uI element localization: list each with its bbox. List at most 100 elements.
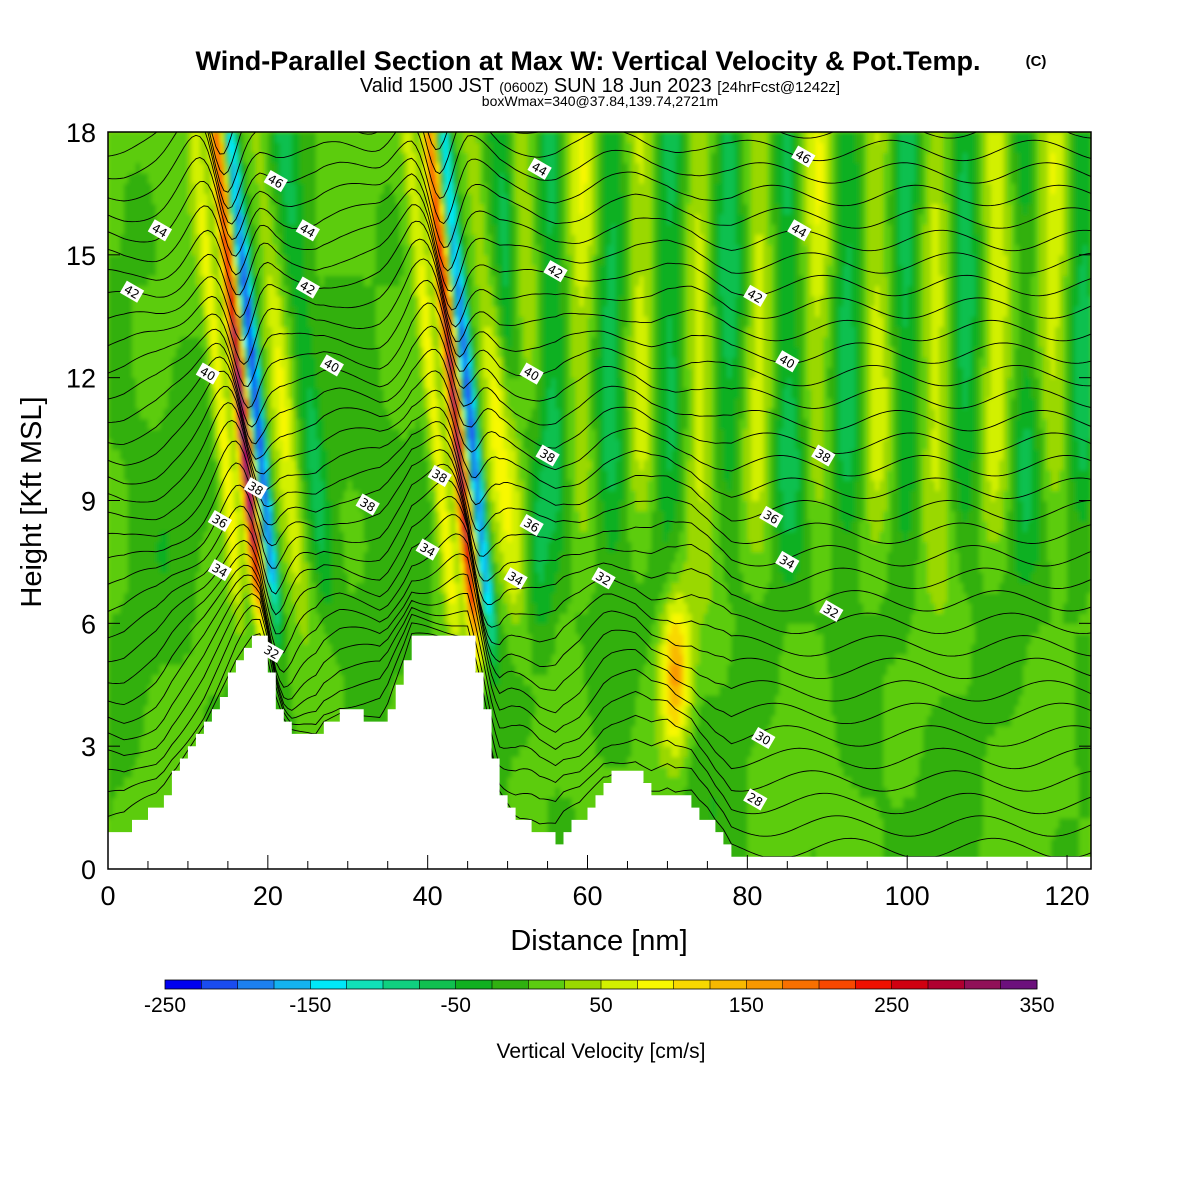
colorbar-swatch [564,980,602,989]
theta-label: 38 [811,444,836,467]
colorbar-swatch [237,980,275,989]
theta-label-text: 40 [521,364,541,384]
theta-label-text: 34 [210,561,230,581]
x-tick-label: 0 [100,881,115,911]
chart-title: Wind-Parallel Section at Max W: Vertical… [196,46,981,76]
x-axis-label: Distance [nm] [510,925,687,957]
colorbar-tick-label: -250 [144,994,186,1017]
theta-label: 44 [527,157,552,180]
y-axis: 0 36 9 12 15 18 [66,118,1091,885]
theta-label: 34 [503,567,528,590]
theta-label: 40 [519,362,544,385]
theta-label: 36 [207,509,233,533]
y-tick-label: 0 [81,855,96,885]
theta-label: 34 [415,538,440,561]
theta-label-text: 44 [789,221,809,241]
colorbar-tick-label: 250 [874,994,909,1017]
theta-label-text: 42 [745,286,765,306]
theta-label: 42 [743,284,768,307]
theta-label-text: 32 [821,602,841,622]
copyright-mark: (C) [1026,53,1047,70]
theta-label: 34 [775,550,800,573]
y-tick-label: 18 [66,118,96,148]
colorbar-swatch [492,980,529,989]
valid-zulu: (0600Z) [499,79,548,95]
theta-label-text: 30 [753,729,773,749]
theta-label: 38 [243,477,268,500]
theta-label-text: 38 [537,446,557,466]
colorbar-swatch [928,980,965,989]
theta-label: 44 [147,219,173,242]
theta-label: 38 [535,444,560,467]
theta-label-text: 34 [417,540,437,560]
theta-label: 32 [259,640,284,664]
theta-label-text: 46 [265,172,285,192]
x-tick-label: 40 [413,881,443,911]
plot-area [108,132,1091,869]
colorbar: -250 -150 -50 50 150 250 350 [144,979,1055,1017]
forecast-info: [24hrFcst@1242z] [717,79,840,96]
valid-date: SUN 18 Jun 2023 [554,75,712,97]
valid-time-line: Valid 1500 JST (0600Z) SUN 18 Jun 2023 [… [360,75,840,97]
theta-label: 40 [775,350,800,373]
colorbar-swatch [782,980,820,989]
theta-label-text: 32 [261,643,281,663]
theta-label: 30 [751,726,776,750]
colorbar-tick-label: 150 [729,994,764,1017]
valid-prefix: Valid 1500 JST [360,75,494,97]
colorbar-swatch [819,980,856,989]
theta-label: 44 [787,219,812,242]
theta-label-text: 42 [122,282,142,302]
colorbar-swatch [383,980,420,989]
theta-label-text: 36 [761,507,781,527]
theta-label: 46 [263,170,288,193]
theta-label: 32 [819,599,844,623]
colorbar-swatch [274,980,311,989]
theta-label: 32 [591,567,616,590]
theta-label: 38 [355,493,380,516]
theta-label: 36 [519,514,544,537]
y-tick-label: 3 [81,732,96,762]
colorbar-tick-label: 350 [1019,994,1054,1017]
theta-label: 42 [543,260,568,283]
theta-contour-labels: 46 44 42 40 38 36 34 32 44 42 40 38 38 34 44 42 40 38 36 34… [119,145,844,811]
theta-label-text: 38 [245,479,265,499]
colorbar-swatch [310,980,348,989]
theta-label: 36 [759,505,784,528]
y-tick-label: 9 [81,487,96,517]
theta-label: 46 [791,145,816,168]
theta-label: 34 [207,559,233,582]
theta-label: 42 [295,276,320,299]
colorbar-tick-label: -50 [441,994,471,1017]
theta-label-text: 34 [777,552,797,572]
colorbar-swatch [855,980,893,989]
y-tick-label: 12 [66,364,96,394]
theta-label: 44 [295,219,320,242]
theta-label: 40 [319,354,344,377]
theta-label-text: 38 [813,446,833,466]
x-axis: 0 20 40 60 80 100 120 [100,855,1090,911]
colorbar-swatch [891,980,929,989]
colorbar-swatch [346,980,384,989]
colorbar-swatch [455,980,493,989]
colorbar-swatch [673,980,711,989]
theta-label-text: 40 [777,352,797,372]
theta-label-text: 32 [593,569,613,589]
colorbar-title: Vertical Velocity [cm/s] [497,1040,706,1063]
theta-label-text: 38 [357,495,377,515]
colorbar-swatch [528,980,566,989]
y-tick-label: 15 [66,241,96,271]
theta-label-text: 46 [793,147,813,167]
theta-label-text: 40 [321,356,341,376]
theta-label-text: 34 [505,569,525,589]
theta-label-text: 38 [429,466,449,486]
theta-label-text: 36 [210,512,230,532]
theta-label-text: 40 [198,364,218,384]
colorbar-swatch [637,980,675,989]
theta-label: 28 [743,788,768,811]
theta-label: 42 [119,280,145,303]
x-tick-label: 80 [732,881,762,911]
x-tick-label: 60 [572,881,602,911]
theta-label-text: 44 [150,221,170,241]
